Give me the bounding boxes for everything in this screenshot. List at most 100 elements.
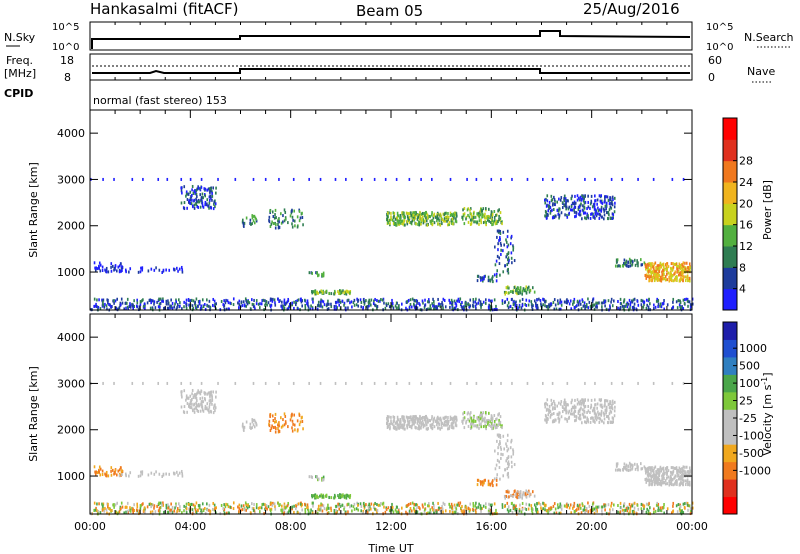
- power-cell: [581, 208, 584, 212]
- velocity-cell: [643, 465, 646, 469]
- power-cell: [581, 196, 584, 200]
- velocity-cell: [449, 418, 452, 422]
- power-cell: [445, 211, 447, 215]
- power-cell: [495, 213, 497, 217]
- power-cell: [449, 301, 452, 305]
- velocity-cell: [264, 381, 267, 385]
- nsearch-tick-high: 10^5: [706, 22, 733, 33]
- y-tick-label: 4000: [57, 331, 85, 344]
- power-cell: [533, 299, 536, 303]
- power-cell: [158, 268, 161, 272]
- power-cell: [136, 301, 139, 305]
- power-cell: [409, 298, 412, 302]
- power-cell: [238, 299, 241, 303]
- power-cell: [636, 261, 638, 265]
- power-cell: [117, 307, 120, 311]
- power-cell: [274, 208, 277, 212]
- power-cell: [447, 223, 449, 227]
- velocity-cell: [480, 482, 482, 486]
- power-cell: [664, 275, 667, 279]
- velocity-cell: [264, 506, 267, 510]
- power-cell: [633, 258, 636, 262]
- power-cell: [573, 297, 576, 301]
- velocity-cell: [429, 508, 432, 512]
- velocity-cell: [208, 402, 211, 406]
- power-cell: [374, 297, 376, 301]
- velocity-cell: [339, 493, 342, 497]
- power-cell: [185, 194, 187, 198]
- power-cell: [507, 268, 509, 272]
- velocity-cell: [200, 381, 203, 385]
- velocity-cell: [627, 468, 630, 472]
- velocity-cell: [211, 396, 213, 400]
- velocity-cell: [176, 470, 178, 474]
- power-cell: [323, 303, 326, 307]
- power-cell: [657, 267, 659, 271]
- power-cell: [596, 303, 598, 307]
- power-cell: [662, 271, 665, 275]
- velocity-cell: [159, 501, 162, 505]
- nsky-label: N.Sky: [4, 31, 36, 44]
- power-cell: [459, 297, 462, 301]
- velocity-cell: [682, 465, 685, 469]
- velocity-cell: [488, 423, 491, 427]
- velocity-cell: [419, 507, 421, 511]
- power-cell: [322, 300, 325, 304]
- velocity-cell: [676, 474, 678, 478]
- velocity-cell: [283, 502, 286, 506]
- velocity-cell: [519, 490, 522, 494]
- velocity-cell: [449, 381, 452, 385]
- power-cell: [185, 298, 188, 302]
- power-cell: [417, 215, 419, 219]
- power-cell: [512, 290, 514, 294]
- power-cell: [623, 298, 626, 302]
- velocity-cell: [477, 416, 480, 420]
- power-cell: [271, 210, 274, 214]
- power-cell: [270, 297, 272, 301]
- power-cell: [437, 217, 440, 221]
- velocity-cell: [204, 511, 207, 515]
- power-cell: [676, 270, 678, 274]
- power-cell: [646, 275, 648, 279]
- power-cell: [254, 307, 256, 311]
- velocity-cell: [577, 411, 580, 415]
- velocity-cell: [172, 471, 175, 475]
- velocity-cell: [475, 501, 477, 505]
- velocity-cell: [175, 511, 178, 515]
- power-cell: [498, 208, 500, 212]
- power-cell: [545, 299, 547, 303]
- velocity-cell: [288, 506, 291, 510]
- velocity-cell: [612, 402, 614, 406]
- velocity-cell: [656, 482, 659, 486]
- velocity-cell: [194, 506, 196, 510]
- power-cell: [196, 187, 198, 191]
- power-cell: [654, 276, 657, 280]
- velocity-cell: [429, 423, 432, 427]
- velocity-cell: [508, 462, 510, 466]
- velocity-cell: [598, 420, 601, 424]
- velocity-cell: [271, 503, 274, 507]
- velocity-cell: [676, 468, 678, 472]
- power-cell: [126, 301, 128, 305]
- velocity-cell: [521, 493, 524, 497]
- velocity-cell: [564, 417, 566, 421]
- velocity-cell: [497, 452, 499, 456]
- velocity-cell: [609, 510, 611, 514]
- velocity-cell: [570, 511, 573, 515]
- velocity-cell: [576, 503, 579, 507]
- power-cell: [370, 298, 373, 302]
- colorbar-swatch: [723, 356, 737, 375]
- power-cell: [508, 291, 510, 295]
- velocity-cell: [503, 494, 506, 498]
- velocity-cell: [136, 505, 139, 509]
- velocity-cell: [504, 496, 507, 500]
- power-cell: [274, 303, 277, 307]
- power-cell: [278, 177, 280, 181]
- power-cell: [397, 306, 400, 310]
- velocity-cell: [521, 501, 524, 505]
- power-cell: [202, 305, 205, 309]
- velocity-cell: [442, 423, 445, 427]
- velocity-cell: [252, 507, 255, 511]
- velocity-cell: [594, 398, 596, 402]
- power-cell: [623, 261, 626, 265]
